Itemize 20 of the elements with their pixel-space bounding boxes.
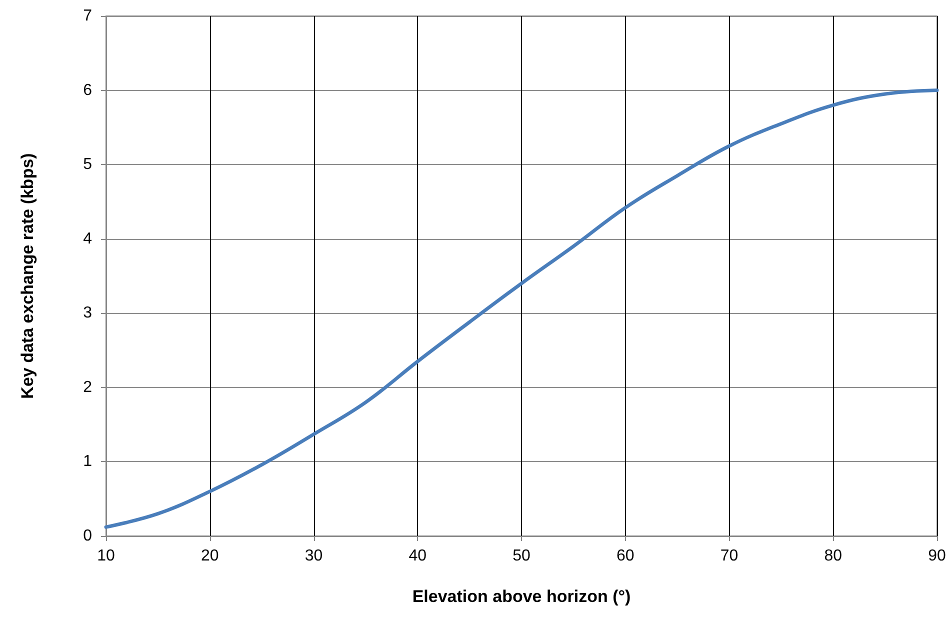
x-tick-label: 10: [97, 548, 115, 564]
y-tick-label: 2: [83, 378, 92, 396]
y-axis-title: Key data exchange rate (kbps): [18, 153, 37, 399]
y-tick-label: 5: [83, 156, 92, 174]
x-tick-label: 90: [928, 548, 946, 564]
y-tick-label: 3: [83, 304, 92, 322]
x-tick-label: 20: [200, 548, 219, 564]
x-tick-label: 30: [304, 548, 323, 564]
y-tick-label: 0: [83, 528, 92, 544]
x-tick-label: 70: [720, 548, 738, 564]
x-tick-label: 60: [616, 548, 634, 564]
y-tick-label: 4: [83, 230, 92, 248]
line-series: [104, 88, 939, 529]
y-tick-label: 7: [83, 8, 92, 24]
y-tick-label: 6: [83, 82, 92, 99]
x-tick-label: 40: [408, 548, 427, 564]
x-tick-label: 50: [512, 548, 530, 564]
x-axis-title: Elevation above horizon (°): [412, 587, 631, 606]
x-tick-label: 80: [824, 548, 842, 564]
y-tick-label: 1: [83, 453, 92, 470]
